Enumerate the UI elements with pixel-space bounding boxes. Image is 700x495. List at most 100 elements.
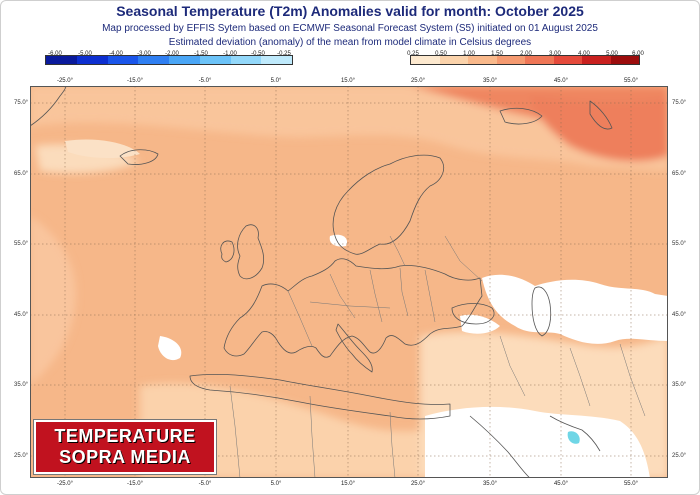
colorbar-swatch-neg-1 <box>46 56 77 64</box>
colorbar-label: -6.00 <box>48 51 62 57</box>
colorbar-swatch-neg-5 <box>169 56 200 64</box>
colorbar-swatch-pos-7 <box>582 56 611 64</box>
latitude-label-left: 45.0° <box>14 312 29 318</box>
map-title: Seasonal Temperature (T2m) Anomalies val… <box>116 3 584 19</box>
no-anomaly-africa-west <box>158 336 182 361</box>
colorbar-swatch-pos-4 <box>496 56 525 64</box>
coast-italy <box>335 323 373 373</box>
colorbar-negative <box>45 55 293 65</box>
longitude-label-bottom: 55.0° <box>623 481 639 487</box>
coast-ireland <box>220 240 235 263</box>
colorbar-label: 1.50 <box>491 51 503 57</box>
border-line <box>309 301 391 309</box>
weak-anomaly-west-atlantic <box>30 216 76 386</box>
coast-iceland <box>119 149 159 165</box>
no-anomaly-iceland-sea <box>65 139 140 159</box>
border-line <box>444 235 483 282</box>
colorbar-label: -3.00 <box>137 51 151 57</box>
colorbar-swatch-pos-8 <box>610 56 639 64</box>
colorbar-swatch-pos-3 <box>468 56 497 64</box>
map-subtitle-description: Estimated deviation (anomaly) of the mea… <box>168 37 532 48</box>
colorbar-label: 4.00 <box>578 51 590 57</box>
coast-caspian-sea <box>531 286 552 337</box>
colorbar-label: -2.00 <box>165 51 179 57</box>
longitude-label-top: 25.0° <box>410 78 426 84</box>
no-anomaly-baltic-patch <box>329 234 348 247</box>
colorbar-label: 0.50 <box>435 51 447 57</box>
no-anomaly-caucasus-asia <box>482 274 668 344</box>
latitude-label-left: 65.0° <box>14 171 29 177</box>
latitude-label-right: 75.0° <box>672 100 687 106</box>
colorbar-label: 5.00 <box>606 51 618 57</box>
longitude-label-top: 45.0° <box>553 78 569 84</box>
persian-gulf-highlight <box>567 431 580 444</box>
coast-greenland-edge <box>30 86 67 127</box>
weak-anomaly-atlantic-patch <box>35 144 140 173</box>
border-line <box>569 347 591 407</box>
border-line <box>399 267 409 317</box>
longitude-label-top: 55.0° <box>623 78 639 84</box>
coast-north-africa <box>189 373 451 420</box>
coast-europe-mainland <box>223 258 483 358</box>
colorbar-swatch-neg-2 <box>76 56 108 64</box>
border-line <box>229 385 241 478</box>
border-line <box>309 395 316 478</box>
coast-novaya-zemlya <box>589 100 613 130</box>
border-line <box>287 290 313 347</box>
colorbar-label: -1.50 <box>194 51 208 57</box>
colorbar-label: -4.00 <box>109 51 123 57</box>
logo-line-2: SOPRA MEDIA <box>59 447 191 467</box>
colorbar-label: 2.00 <box>520 51 532 57</box>
border-line <box>389 411 396 478</box>
border-line <box>389 235 406 267</box>
border-line <box>329 273 356 319</box>
colorbar-swatch-neg-8 <box>261 56 292 64</box>
colorbar-label: 0.25 <box>407 51 419 57</box>
latitude-label-right: 65.0° <box>672 171 687 177</box>
longitude-label-top: -5.0° <box>198 78 212 84</box>
latitude-label-left: 75.0° <box>14 100 29 106</box>
no-anomaly-arabia <box>425 406 650 478</box>
colorbar-label: -0.25 <box>277 51 291 57</box>
coast-scandinavia <box>332 154 444 255</box>
coast-black-sea <box>451 303 495 325</box>
longitude-label-top: -25.0° <box>56 78 74 84</box>
longitude-label-bottom: -25.0° <box>56 481 74 487</box>
longitude-label-bottom: 35.0° <box>482 481 498 487</box>
colorbar-label: -5.00 <box>78 51 92 57</box>
colorbar-swatch-neg-4 <box>138 56 169 64</box>
country-borders <box>229 235 646 478</box>
no-anomaly-anatolia <box>460 314 500 334</box>
colorbar-label: 3.00 <box>549 51 561 57</box>
map-border <box>30 86 668 478</box>
longitude-label-top: 35.0° <box>482 78 498 84</box>
latitude-label-left: 25.0° <box>14 453 29 459</box>
coast-persian-gulf <box>549 415 601 452</box>
colorbar-swatch-pos-1 <box>411 56 440 64</box>
colorbar-label: -1.00 <box>223 51 237 57</box>
anomaly-map <box>30 86 668 478</box>
longitude-label-bottom: 25.0° <box>410 481 426 487</box>
colorbar-label: 1.00 <box>463 51 475 57</box>
graticule <box>30 86 668 478</box>
longitude-label-top: 5.0° <box>270 78 282 84</box>
border-line <box>369 269 383 323</box>
border-line <box>424 269 436 323</box>
latitude-label-right: 55.0° <box>672 241 687 247</box>
latitude-label-left: 55.0° <box>14 241 29 247</box>
colorbar-label: 6.00 <box>632 51 644 57</box>
coast-uk <box>237 224 265 280</box>
coast-arctic-islands <box>499 107 543 125</box>
colorbar-label: -0.50 <box>251 51 265 57</box>
coast-red-sea <box>469 415 531 478</box>
colorbar-swatch-pos-2 <box>439 56 468 64</box>
longitude-label-bottom: -15.0° <box>126 481 144 487</box>
latitude-label-right: 35.0° <box>672 382 687 388</box>
colorbar-swatch-pos-5 <box>525 56 554 64</box>
longitude-label-top: -15.0° <box>126 78 144 84</box>
colorbar-swatch-pos-6 <box>553 56 582 64</box>
strong-anomaly-barents <box>530 96 668 162</box>
border-line <box>619 343 646 417</box>
longitude-label-bottom: 5.0° <box>270 481 282 487</box>
longitude-label-top: 15.0° <box>340 78 356 84</box>
